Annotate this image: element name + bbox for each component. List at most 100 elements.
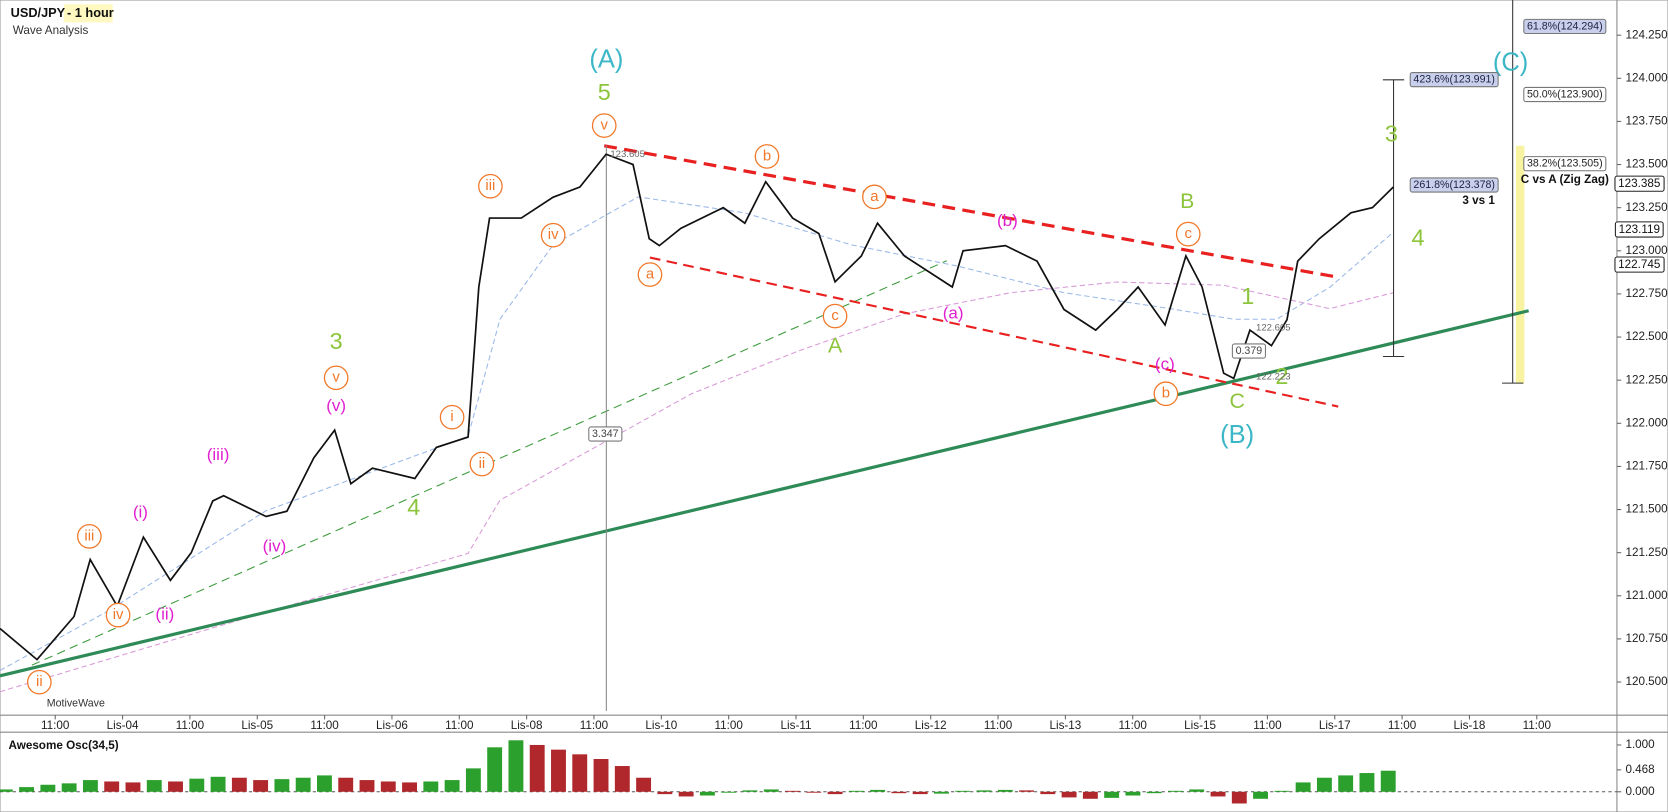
osc-bar [827,791,843,795]
wave-circle [1175,221,1201,247]
osc-title: Awesome Osc(34,5) [9,739,119,752]
osc-bar [40,784,56,792]
y-tick-label: 122.750 [1625,287,1668,300]
channel-line [649,256,1339,408]
annotation: (C) [1493,49,1528,77]
annotation: (b) [997,211,1018,230]
y-tick-label: 124.000 [1625,71,1668,84]
annotation: 3 [1385,120,1398,146]
x-tick-label: Lis-13 [1049,719,1081,732]
annotation: 5 [598,79,611,105]
y-tick-label: 0.468 [1625,763,1654,776]
osc-bar [465,768,481,792]
annotation: 261.8%(123.378) [1413,179,1495,191]
wave-circle [469,451,495,477]
osc-bar [1061,791,1077,798]
osc-bar [593,759,609,792]
x-tick-label: Lis-17 [1319,719,1351,732]
osc-bar [444,780,460,792]
annotation: (a) [943,303,964,322]
annotation: 3 vs 1 [1462,194,1495,207]
y-tick-label: 123.000 [1625,244,1668,257]
annotation: 1 [1241,283,1254,309]
osc-bar [806,791,822,793]
osc-bar [1380,770,1396,792]
osc-bar [1019,790,1034,792]
wave-circle [439,404,465,430]
annotation: 123.119 [1619,223,1660,236]
y-tick-label: 120.500 [1625,675,1668,688]
annotation: iii [84,528,94,544]
y-tick-label: 121.250 [1625,546,1668,559]
trend-line [0,309,1530,678]
osc-bar [1359,773,1375,792]
wave-circle [754,144,780,169]
osc-bar [508,740,524,792]
x-tick-label: 11:00 [580,719,609,732]
osc-bar [1295,782,1311,792]
annotation: v [332,370,340,386]
y-tick-label: 123.250 [1625,201,1668,214]
price-line [0,153,1394,661]
fib-box [1409,177,1499,193]
annotation: 122.223 [1256,371,1291,382]
annotation: (i) [133,502,148,521]
annotation: ii [479,456,486,472]
x-tick-label: 11:00 [1388,719,1417,732]
osc-bar [912,791,928,795]
x-tick-label: 11:00 [1523,719,1552,732]
y-tick-label: 120.750 [1625,632,1668,645]
osc-bar [423,781,439,792]
x-tick-label: 11:00 [984,719,1013,732]
osc-bar [253,780,269,792]
annotation: a [870,189,879,205]
osc-bar [997,789,1013,792]
annotation: A [828,334,843,358]
osc-bar [721,791,737,793]
annotation: C [1229,389,1244,413]
annotation: i [450,409,453,425]
annotation: (iv) [263,537,287,556]
annotation: b [763,148,771,164]
x-tick-label: Lis-10 [645,719,677,732]
osc-bar [572,754,588,792]
osc-bar [231,777,247,792]
y-tick-label: 0.000 [1625,785,1655,798]
y-tick-label: 124.250 [1625,28,1668,41]
annotation: 122.605 [1256,322,1291,333]
y-tick-label: 123.500 [1625,158,1668,171]
wave-circle [862,184,887,210]
osc-bar [19,787,35,792]
osc-bar [317,775,332,792]
annotation: (A) [589,45,623,73]
annotation: c [831,308,839,324]
y-tick-label: 121.750 [1625,460,1668,473]
wave-circle [77,524,102,549]
osc-bar [1338,775,1354,792]
osc-bar [168,781,183,792]
osc-bar [551,749,566,792]
channel-line [603,144,1336,279]
box-box [1523,156,1607,172]
annotation: B [1180,189,1194,213]
osc-bar [104,781,120,792]
osc-bar [125,782,141,792]
annotation: iv [113,607,124,623]
x-tick-label: Lis-05 [241,719,273,732]
x-tick-label: Lis-11 [781,719,812,732]
annotation: v [601,118,609,134]
y-tick-label: 122.500 [1625,330,1668,343]
osc-bar [61,783,77,792]
timeframe: - 1 hour [67,5,114,20]
osc-bar [146,780,162,792]
osc-bar [359,780,375,792]
osc-bar [1189,789,1205,792]
annotation: c [1185,226,1193,242]
x-tick-label: Lis-06 [376,719,408,732]
fib-box [1523,18,1607,35]
osc-bar [1082,791,1098,799]
osc-bar [763,789,779,792]
osc-bar [210,776,226,792]
x-tick-label: 11:00 [310,719,339,732]
